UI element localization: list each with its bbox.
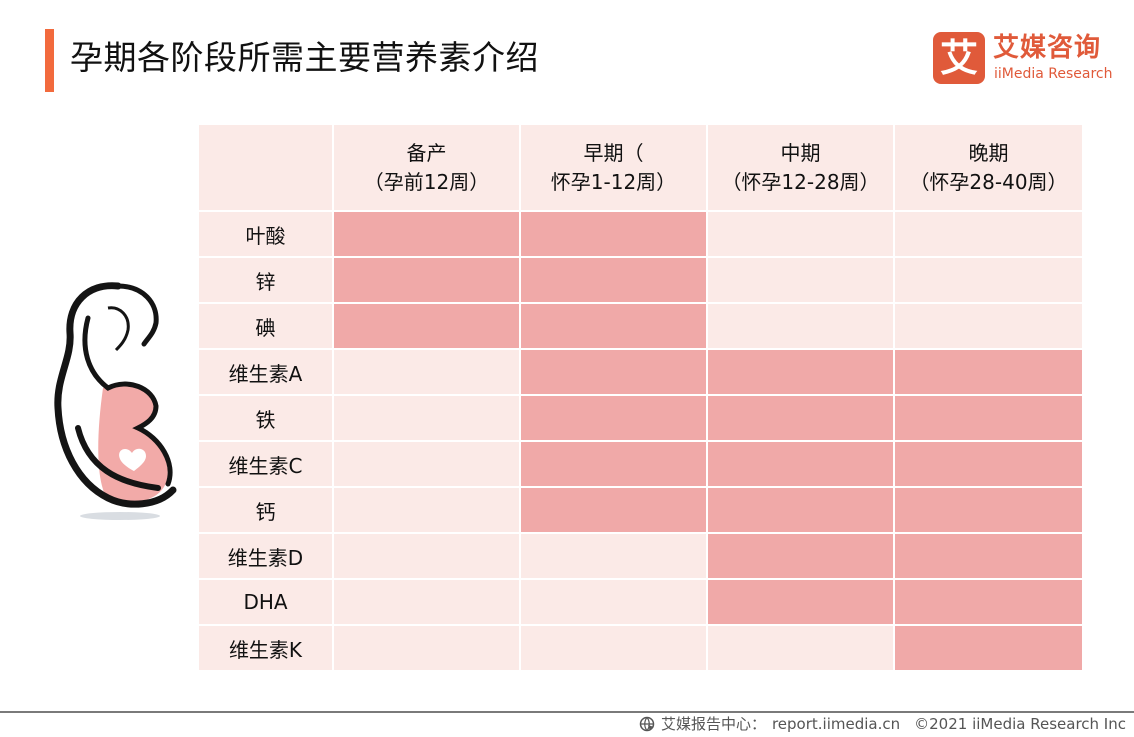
needed-cell [895, 350, 1082, 396]
needed-cell [708, 488, 895, 534]
needed-cell [334, 212, 521, 258]
needed-cell [708, 442, 895, 488]
footer-source-label: 艾媒报告中心： [660, 715, 766, 733]
header-corner-cell [199, 125, 334, 212]
logo-mark-icon: 艾 [933, 32, 985, 84]
not-needed-cell [334, 488, 521, 534]
nutrient-label: DHA [199, 580, 334, 626]
not-needed-cell [895, 304, 1082, 350]
page-title: 孕期各阶段所需主要营养素介绍 [70, 38, 539, 77]
table-row: 锌 [199, 258, 1083, 304]
not-needed-cell [708, 626, 895, 672]
nutrient-label: 铁 [199, 396, 334, 442]
title-accent-bar [45, 29, 54, 92]
not-needed-cell [895, 212, 1082, 258]
needed-cell [708, 534, 895, 580]
nutrient-label: 维生素D [199, 534, 334, 580]
footer-copyright: ©2021 iiMedia Research Inc [914, 715, 1126, 733]
needed-cell [334, 258, 521, 304]
needed-cell [895, 580, 1082, 626]
nutrient-label: 维生素C [199, 442, 334, 488]
table-row: 叶酸 [199, 212, 1083, 258]
not-needed-cell [334, 626, 521, 672]
not-needed-cell [895, 258, 1082, 304]
not-needed-cell [334, 534, 521, 580]
not-needed-cell [334, 396, 521, 442]
needed-cell [895, 534, 1082, 580]
column-header: 备产 （孕前12周） [334, 125, 521, 212]
globe-cursor-icon [639, 716, 655, 732]
nutrient-label: 叶酸 [199, 212, 334, 258]
nutrient-stage-table: 备产 （孕前12周） 早期（ 怀孕1-12周） 中期 （怀孕12-28周） 晚期… [199, 125, 1083, 672]
not-needed-cell [334, 350, 521, 396]
logo-name-en: iiMedia Research [994, 66, 1113, 82]
table-row: 维生素K [199, 626, 1083, 672]
not-needed-cell [708, 304, 895, 350]
needed-cell [334, 304, 521, 350]
not-needed-cell [334, 580, 521, 626]
column-header: 晚期 （怀孕28-40周） [895, 125, 1082, 212]
pregnant-woman-illustration [54, 282, 177, 520]
table-row: 铁 [199, 396, 1083, 442]
logo-name-cn: 艾媒咨询 [993, 33, 1102, 63]
needed-cell [521, 258, 708, 304]
table-row: DHA [199, 580, 1083, 626]
footer-source-url[interactable]: report.iimedia.cn [771, 715, 901, 733]
nutrient-label: 维生素K [199, 626, 334, 672]
needed-cell [521, 396, 708, 442]
table-header-row: 备产 （孕前12周） 早期（ 怀孕1-12周） 中期 （怀孕12-28周） 晚期… [199, 125, 1083, 212]
needed-cell [895, 396, 1082, 442]
table-row: 维生素D [199, 534, 1083, 580]
table-row: 维生素C [199, 442, 1083, 488]
needed-cell [521, 212, 708, 258]
needed-cell [708, 350, 895, 396]
nutrient-label: 维生素A [199, 350, 334, 396]
needed-cell [895, 626, 1082, 672]
needed-cell [895, 442, 1082, 488]
table-row: 碘 [199, 304, 1083, 350]
needed-cell [708, 580, 895, 626]
table-body: 叶酸锌碘维生素A 铁维生素C 钙维生素D DHA 维生素K [199, 212, 1083, 672]
not-needed-cell [521, 534, 708, 580]
needed-cell [895, 488, 1082, 534]
footer-divider [0, 711, 1134, 713]
table-row: 钙 [199, 488, 1083, 534]
needed-cell [708, 396, 895, 442]
needed-cell [521, 350, 708, 396]
not-needed-cell [521, 580, 708, 626]
nutrient-label: 锌 [199, 258, 334, 304]
nutrient-label: 钙 [199, 488, 334, 534]
needed-cell [521, 304, 708, 350]
iimedia-logo: 艾 艾媒咨询 iiMedia Research [933, 32, 1113, 86]
column-header: 早期（ 怀孕1-12周） [521, 125, 708, 212]
not-needed-cell [708, 212, 895, 258]
not-needed-cell [334, 442, 521, 488]
nutrient-label: 碘 [199, 304, 334, 350]
needed-cell [521, 488, 708, 534]
not-needed-cell [708, 258, 895, 304]
table-row: 维生素A [199, 350, 1083, 396]
column-header: 中期 （怀孕12-28周） [708, 125, 895, 212]
footer: 艾媒报告中心： report.iimedia.cn ©2021 iiMedia … [639, 714, 1126, 734]
not-needed-cell [521, 626, 708, 672]
needed-cell [521, 442, 708, 488]
